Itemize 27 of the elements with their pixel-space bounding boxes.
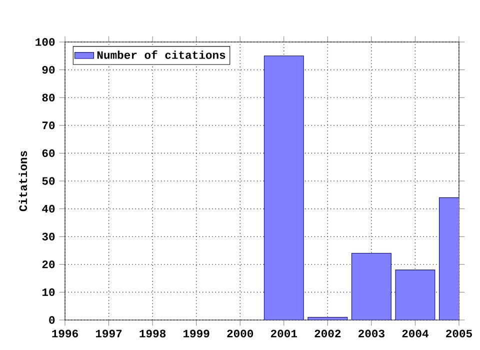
- bar: [308, 316, 348, 320]
- y-tick-label: 50: [42, 177, 55, 185]
- x-tick-label: 2000: [227, 330, 254, 338]
- y-tick-label: 70: [42, 122, 55, 130]
- y-tick-label: 90: [42, 66, 55, 74]
- x-tick-label: 2001: [270, 330, 297, 338]
- x-tick-label: 1999: [184, 330, 210, 338]
- bar: [395, 270, 436, 320]
- y-tick-label: 0: [49, 316, 55, 324]
- x-tick-label: 2002: [314, 330, 341, 338]
- y-tick-label: 10: [42, 288, 55, 296]
- x-tick-label: 1997: [96, 330, 122, 338]
- x-tick-label: 2005: [446, 330, 472, 338]
- y-tick-label: 20: [42, 260, 55, 268]
- x-tick-label: 2003: [358, 330, 384, 338]
- legend-label: Number of citations: [97, 50, 226, 59]
- x-tick-label: 1998: [140, 330, 166, 338]
- y-tick-label: 80: [42, 94, 55, 102]
- bar: [351, 253, 392, 320]
- y-axis-title: Citations: [18, 151, 28, 212]
- y-tick-label: 100: [36, 38, 55, 46]
- y-tick-label: 30: [42, 232, 55, 240]
- y-tick-label: 60: [42, 149, 55, 158]
- x-tick-label: 1996: [52, 330, 78, 338]
- x-tick-label: 2004: [402, 330, 428, 338]
- bar: [264, 56, 304, 320]
- y-tick-label: 40: [42, 204, 55, 213]
